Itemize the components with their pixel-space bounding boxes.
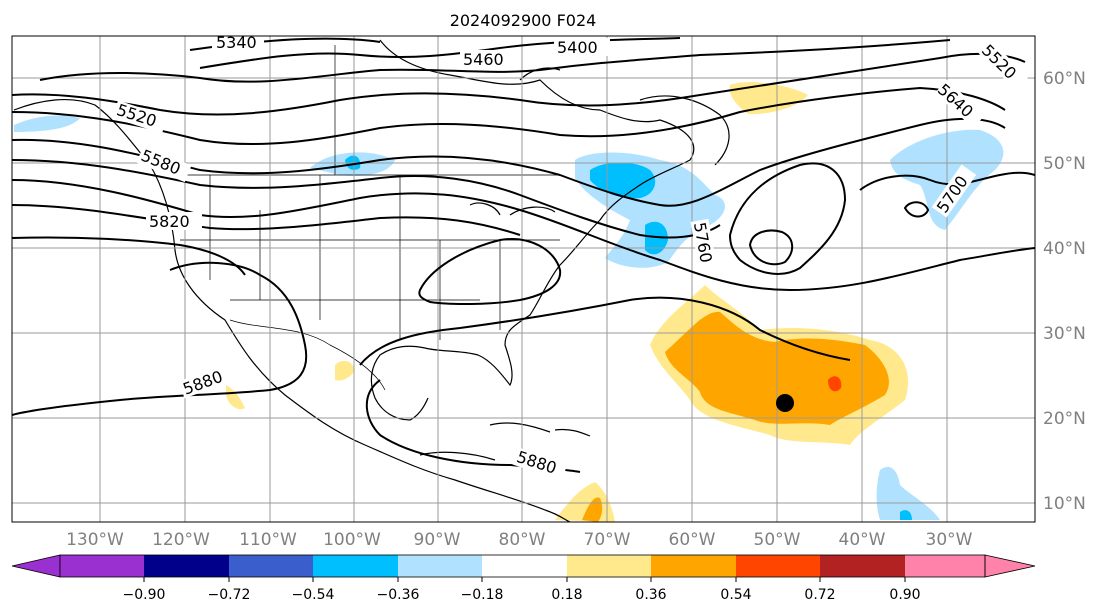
colorbar-low-extend: [11, 554, 61, 578]
lon-tick-label: 60°W: [669, 530, 716, 550]
coastlines: [13, 39, 730, 522]
lat-tick-label: 20°N: [1043, 409, 1086, 429]
lat-tick-label: 30°N: [1043, 324, 1086, 344]
colorbar-tick-label: 0.72: [804, 587, 835, 603]
contour-label: 5340: [216, 33, 257, 52]
colorbar-bin: [229, 555, 313, 577]
colorbar-bin: [567, 555, 651, 577]
lon-tick-label: 40°W: [839, 530, 886, 550]
colorbar-ticks: [143, 577, 906, 582]
colorbar-high-extend: [984, 554, 1036, 578]
colorbar-tick-label: 0.54: [720, 587, 751, 603]
lon-tick-label: 30°W: [926, 530, 973, 550]
lat-tick-label: 50°N: [1043, 154, 1086, 174]
lon-tick-label: 130°W: [66, 530, 124, 550]
colorbar-tick-label: −0.90: [123, 587, 166, 603]
colorbar-bin: [482, 555, 567, 577]
colorbar-tick-label: 0.18: [551, 587, 582, 603]
colorbar-bin: [144, 555, 229, 577]
lon-tick-label: 90°W: [414, 530, 461, 550]
contour-label: 5460: [463, 50, 504, 69]
longitude-labels: 130°W 120°W 110°W 100°W 90°W 80°W 70°W 6…: [66, 530, 973, 550]
lat-tick-label: 60°N: [1043, 69, 1086, 89]
lon-tick-label: 50°W: [754, 530, 801, 550]
map-frame: [11, 35, 1036, 523]
lon-tick-label: 100°W: [323, 530, 381, 550]
lon-tick-label: 110°W: [239, 530, 297, 550]
colorbar-tick-label: −0.18: [461, 587, 504, 603]
latitude-labels: 60°N 50°N 40°N 30°N 20°N 10°N: [1043, 69, 1086, 514]
colorbar-tick-label: 0.90: [889, 587, 920, 603]
lon-tick-label: 70°W: [584, 530, 631, 550]
lon-tick-label: 120°W: [152, 530, 210, 550]
colorbar-bin: [651, 555, 736, 577]
colorbar-bin: [60, 555, 144, 577]
colorbar: −0.90 −0.72 −0.54 −0.36 −0.18 0.18 0.36 …: [11, 554, 1036, 603]
storm-center-marker: [776, 394, 794, 412]
lon-tick-label: 80°W: [499, 530, 546, 550]
colorbar-bin: [905, 555, 985, 577]
lat-tick-label: 10°N: [1043, 494, 1086, 514]
contour-label: 5820: [149, 212, 190, 231]
lat-tick-label: 40°N: [1043, 239, 1086, 259]
colorbar-tick-label: 0.36: [635, 587, 666, 603]
colorbar-bin: [313, 555, 398, 577]
colorbar-tick-label: −0.36: [377, 587, 420, 603]
colorbar-bin: [736, 555, 820, 577]
colorbar-bin: [398, 555, 482, 577]
colorbar-bin: [820, 555, 905, 577]
contour-label: 5400: [557, 38, 598, 57]
contour-label-group: 5340 5400 5460 5520 5520 5580 5640 5700 …: [112, 33, 1029, 481]
colorbar-tick-label: −0.72: [208, 587, 251, 603]
map-title: 2024092900 F024: [450, 11, 597, 30]
map-panel: [12, 36, 1035, 522]
colorbar-tick-label: −0.54: [292, 587, 335, 603]
